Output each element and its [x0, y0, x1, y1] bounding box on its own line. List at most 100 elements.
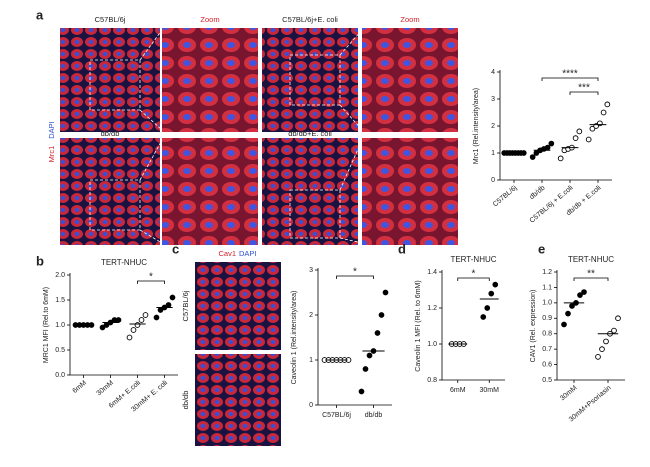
data-point: [561, 321, 567, 328]
data-point: [589, 125, 596, 132]
y-tick-label: 1.2: [542, 269, 552, 276]
data-point: [130, 327, 137, 333]
y-axis-label: Caveolin 1 (Rel.intensity/area): [291, 291, 298, 385]
micrograph: [195, 262, 281, 350]
y-axis-label: Caveolin 1 MFI (Rel. to 6mM): [415, 280, 422, 371]
y-axis-label: CAV1 (Rel. expression): [530, 290, 537, 363]
significance-label: **: [587, 269, 595, 280]
data-point: [126, 334, 133, 341]
micrograph: [362, 138, 458, 245]
significance-label: *: [149, 272, 153, 283]
x-tick-label: 6mM: [450, 387, 466, 394]
data-point: [603, 338, 609, 345]
significance-bracket: [541, 77, 599, 81]
data-point: [153, 314, 160, 321]
y-tick-label: 0: [491, 177, 495, 184]
panel-label: d: [398, 241, 406, 256]
data-point: [548, 140, 555, 147]
data-point: [362, 366, 369, 372]
data-point: [142, 312, 149, 318]
y-tick-label: 2: [491, 123, 495, 130]
significance-label: *: [472, 269, 476, 280]
x-tick-label: 30mM: [480, 387, 500, 394]
data-point: [169, 294, 176, 301]
data-point: [615, 315, 621, 322]
data-point: [557, 155, 564, 162]
data-point: [492, 281, 499, 288]
y-tick-label: 3: [491, 96, 495, 103]
image-header: C57BL/6j+E. coli: [282, 15, 338, 24]
y-tick-label: 0.5: [542, 377, 552, 384]
y-tick-label: 0.6: [542, 361, 552, 368]
data-point: [595, 354, 601, 360]
data-point: [488, 290, 495, 297]
image-header: Zoom: [200, 15, 219, 24]
micrograph: [60, 28, 160, 132]
stain-label: Cav1: [218, 249, 236, 258]
data-point: [569, 303, 575, 309]
data-point: [600, 109, 607, 116]
stain-label: DAPI: [239, 249, 257, 258]
x-tick-label: C57BL/6j: [492, 184, 519, 208]
significance-label: *: [353, 267, 357, 278]
data-point: [572, 135, 579, 142]
stain-label: DAPI: [47, 121, 56, 139]
data-point: [115, 317, 122, 323]
data-point: [604, 101, 611, 108]
x-tick-label: 6mM: [72, 379, 89, 394]
y-tick-label: 4: [491, 69, 495, 76]
panel-label: e: [538, 241, 545, 256]
data-point: [576, 128, 583, 135]
data-point: [529, 154, 536, 160]
micrograph: [162, 28, 258, 132]
y-tick-label: 1: [309, 357, 313, 364]
chart-title: TERT-NHUC: [450, 255, 496, 264]
data-point: [366, 352, 373, 359]
image-header: C57BL/6j: [95, 15, 126, 24]
y-tick-label: 1.5: [55, 297, 65, 304]
x-tick-label: C57BL/6j: [322, 412, 351, 419]
y-tick-label: 0.5: [55, 347, 65, 354]
chart-title: TERT-NHUC: [568, 255, 614, 264]
significance-bracket: [137, 280, 165, 284]
data-point: [374, 330, 381, 336]
image-header: db/db+E. coli: [288, 129, 332, 138]
data-point: [165, 302, 172, 308]
y-tick-label: 0: [309, 402, 313, 409]
y-tick-label: 1.0: [542, 300, 552, 307]
data-point: [577, 292, 583, 298]
y-tick-label: 0.8: [427, 377, 437, 384]
data-point: [480, 314, 487, 320]
significance-bracket: [573, 277, 609, 281]
significance-bracket: [569, 91, 599, 95]
x-tick-label: 30mM: [559, 384, 579, 402]
significance-bracket: [336, 275, 374, 279]
y-axis-label: Mrc1 (Rel.intensity/area): [473, 88, 480, 164]
row-label: db/db: [181, 391, 190, 410]
data-point: [544, 144, 551, 151]
y-tick-label: 2.0: [55, 272, 65, 279]
data-point: [99, 324, 106, 331]
data-point: [138, 317, 145, 323]
data-point: [484, 305, 491, 311]
data-point: [134, 322, 141, 328]
y-tick-label: 3: [309, 267, 313, 274]
y-tick-label: 1.1: [542, 284, 552, 291]
data-point: [378, 312, 385, 318]
data-point: [599, 346, 605, 352]
data-point: [358, 388, 365, 395]
image-header: db/db: [101, 129, 120, 138]
significance-bracket: [457, 277, 490, 281]
y-tick-label: 1.2: [427, 305, 437, 312]
x-tick-label: db/db: [365, 412, 383, 419]
y-axis-label: MRC1 MFI (Rel.to 6mM): [43, 287, 50, 363]
stain-label: Mrc1: [47, 146, 56, 163]
data-point: [611, 327, 617, 334]
micrograph: [60, 138, 160, 245]
y-tick-label: 2: [309, 312, 313, 319]
panel-label: c: [172, 241, 179, 256]
row-label: C57BL/6j: [181, 290, 190, 321]
y-tick-label: 0.0: [55, 372, 65, 379]
y-tick-label: 1.0: [55, 322, 65, 329]
x-tick-label: 30mM: [96, 379, 116, 397]
